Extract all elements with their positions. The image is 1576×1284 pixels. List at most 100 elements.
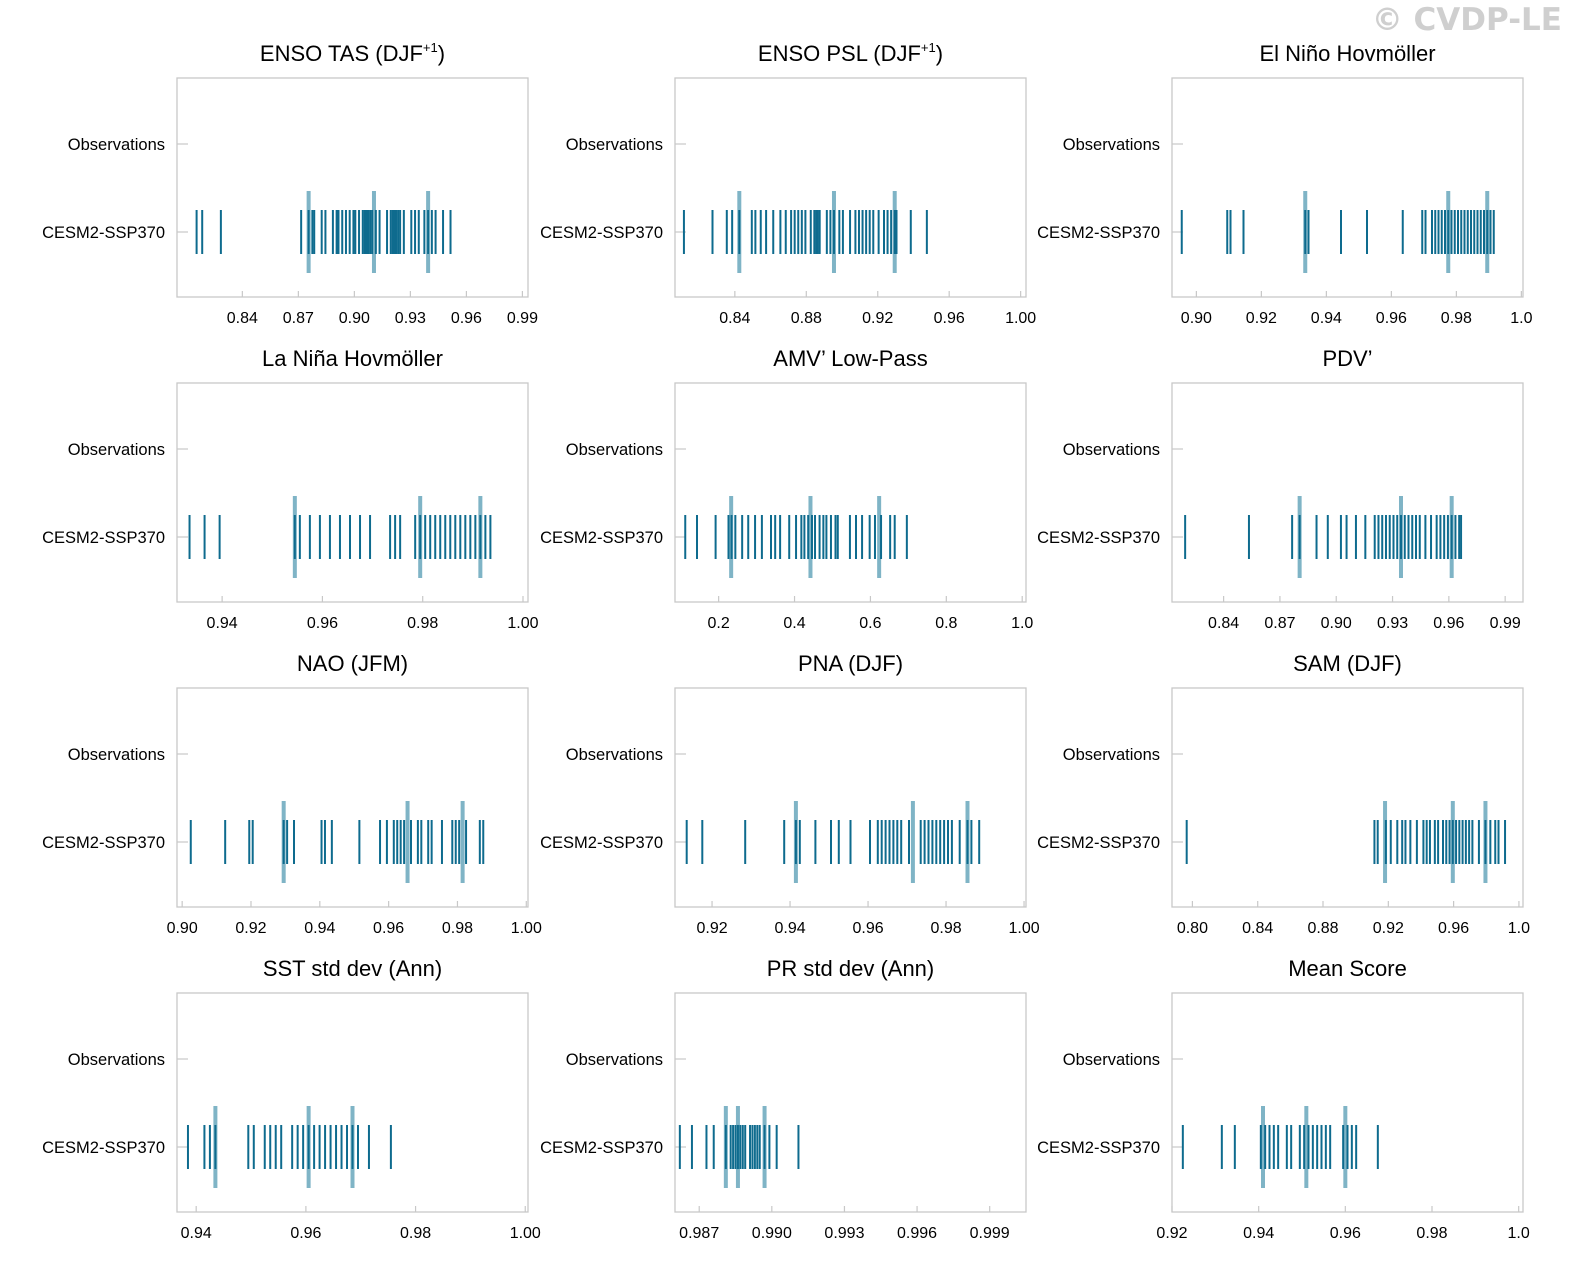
panel-5: AMV’ Low-Pass Observations CESM2-SSP370 0.2… xyxy=(540,346,1033,632)
x-tick-label: 1.00 xyxy=(510,1225,541,1242)
title-superscript: +1 xyxy=(423,40,438,55)
panel-title: Mean Score xyxy=(1288,956,1407,981)
x-tick-label: 0.92 xyxy=(235,920,266,937)
x-tick-label: 1.0 xyxy=(1011,615,1033,632)
x-tick-label: 0.2 xyxy=(708,615,730,632)
panel-1: ENSO TAS (DJF+1) Observations CESM2-SSP370… xyxy=(42,40,538,327)
x-tick-label: 0.92 xyxy=(1373,920,1404,937)
x-tick-label: 0.92 xyxy=(1246,310,1277,327)
x-tick-label: 0.96 xyxy=(1433,615,1464,632)
x-tick-label: 0.80 xyxy=(1177,920,1208,937)
x-tick-label: 0.93 xyxy=(395,310,426,327)
x-tick-label: 1.00 xyxy=(511,920,542,937)
panel-2: ENSO PSL (DJF+1) Observations CESM2-SSP370… xyxy=(540,40,1036,327)
x-tick-label: 0.88 xyxy=(791,310,822,327)
panel-title: ENSO TAS (DJF+1) xyxy=(260,40,445,66)
panel-11: PR std dev (Ann) Observations CESM2-SSP370… xyxy=(540,956,1027,1242)
x-tick-label: 0.96 xyxy=(373,920,404,937)
panel-title: AMV’ Low-Pass xyxy=(773,346,927,371)
model-label: CESM2-SSP370 xyxy=(42,834,165,852)
panel-title: ENSO PSL (DJF+1) xyxy=(758,40,943,66)
x-tick-label: 0.84 xyxy=(227,310,258,327)
x-tick-label: 0.996 xyxy=(897,1225,937,1242)
x-tick-label: 0.4 xyxy=(783,615,805,632)
x-tick-label: 0.98 xyxy=(442,920,473,937)
observations-label: Observations xyxy=(566,136,663,154)
panel-title: SST std dev (Ann) xyxy=(263,956,442,981)
x-tick-label: 1.0 xyxy=(1510,310,1532,327)
x-tick-label: 0.94 xyxy=(1311,310,1342,327)
x-tick-label: 0.96 xyxy=(307,615,338,632)
panel-title: NAO (JFM) xyxy=(297,651,408,676)
panel-title: PNA (DJF) xyxy=(798,651,903,676)
observations-label: Observations xyxy=(68,136,165,154)
panel-title: PR std dev (Ann) xyxy=(767,956,935,981)
x-tick-label: 0.94 xyxy=(304,920,335,937)
plot-frame xyxy=(1171,992,1524,1213)
x-tick-label: 0.98 xyxy=(930,920,961,937)
plot-frame xyxy=(176,992,529,1213)
panel-6: PDV’ Observations CESM2-SSP370 0.84 0.87 0.90… xyxy=(1037,346,1524,632)
panel-10: SST std dev (Ann) Observations CESM2-SSP37… xyxy=(42,956,541,1242)
x-tick-label: 0.96 xyxy=(1330,1225,1361,1242)
x-tick-label: 0.96 xyxy=(934,310,965,327)
observations-label: Observations xyxy=(566,1051,663,1069)
model-label: CESM2-SSP370 xyxy=(42,224,165,242)
plot-frame xyxy=(1171,687,1524,908)
observations-label: Observations xyxy=(68,746,165,764)
x-tick-label: 0.94 xyxy=(207,615,238,632)
model-label: CESM2-SSP370 xyxy=(540,1139,663,1157)
observations-label: Observations xyxy=(566,746,663,764)
x-tick-label: 1.00 xyxy=(1005,310,1036,327)
model-label: CESM2-SSP370 xyxy=(1037,1139,1160,1157)
plot-frame xyxy=(674,992,1027,1213)
x-tick-label: 1.0 xyxy=(1508,920,1530,937)
x-tick-label: 0.99 xyxy=(507,310,538,327)
x-tick-label: 0.88 xyxy=(1307,920,1338,937)
x-tick-label: 0.999 xyxy=(970,1225,1010,1242)
model-label: CESM2-SSP370 xyxy=(540,529,663,547)
x-tick-label: 0.96 xyxy=(290,1225,321,1242)
panel-title: SAM (DJF) xyxy=(1293,651,1402,676)
plot-frame xyxy=(176,77,529,298)
observations-label: Observations xyxy=(566,441,663,459)
panel-title: El Niño Hovmöller xyxy=(1259,41,1435,66)
observations-label: Observations xyxy=(68,1051,165,1069)
panel-9: SAM (DJF) Observations CESM2-SSP370 0.80 0.8… xyxy=(1037,651,1530,937)
x-tick-label: 0.87 xyxy=(1264,615,1295,632)
title-superscript: +1 xyxy=(921,40,936,55)
x-tick-label: 0.987 xyxy=(679,1225,719,1242)
x-tick-label: 0.94 xyxy=(181,1225,212,1242)
plot-frame xyxy=(1171,77,1524,298)
plot-frame xyxy=(176,687,529,908)
observations-label: Observations xyxy=(1063,441,1160,459)
x-tick-label: 0.96 xyxy=(852,920,883,937)
x-tick-label: 0.98 xyxy=(407,615,438,632)
model-label: CESM2-SSP370 xyxy=(540,224,663,242)
x-tick-label: 0.92 xyxy=(696,920,727,937)
observations-label: Observations xyxy=(68,441,165,459)
panel-8: PNA (DJF) Observations CESM2-SSP370 0.92 0.9… xyxy=(540,651,1040,937)
observations-label: Observations xyxy=(1063,746,1160,764)
x-tick-label: 0.84 xyxy=(1242,920,1273,937)
title-suffix: ) xyxy=(936,41,943,66)
x-tick-label: 1.00 xyxy=(507,615,538,632)
x-tick-label: 0.90 xyxy=(167,920,198,937)
x-tick-label: 0.90 xyxy=(339,310,370,327)
x-tick-label: 0.6 xyxy=(859,615,881,632)
plot-frame xyxy=(1171,382,1524,603)
panel-7: NAO (JFM) Observations CESM2-SSP370 0.90 0.9… xyxy=(42,651,542,937)
x-tick-label: 1.0 xyxy=(1508,1225,1530,1242)
x-tick-label: 0.94 xyxy=(1243,1225,1274,1242)
x-tick-label: 0.93 xyxy=(1377,615,1408,632)
x-tick-label: 0.96 xyxy=(1438,920,1469,937)
observations-label: Observations xyxy=(1063,1051,1160,1069)
plot-frame xyxy=(674,77,1027,298)
x-tick-label: 0.90 xyxy=(1181,310,1212,327)
model-label: CESM2-SSP370 xyxy=(540,834,663,852)
x-tick-label: 0.96 xyxy=(451,310,482,327)
x-tick-label: 0.8 xyxy=(935,615,957,632)
copyright-watermark: © CVDP-LE xyxy=(1371,2,1562,38)
x-tick-label: 0.92 xyxy=(862,310,893,327)
